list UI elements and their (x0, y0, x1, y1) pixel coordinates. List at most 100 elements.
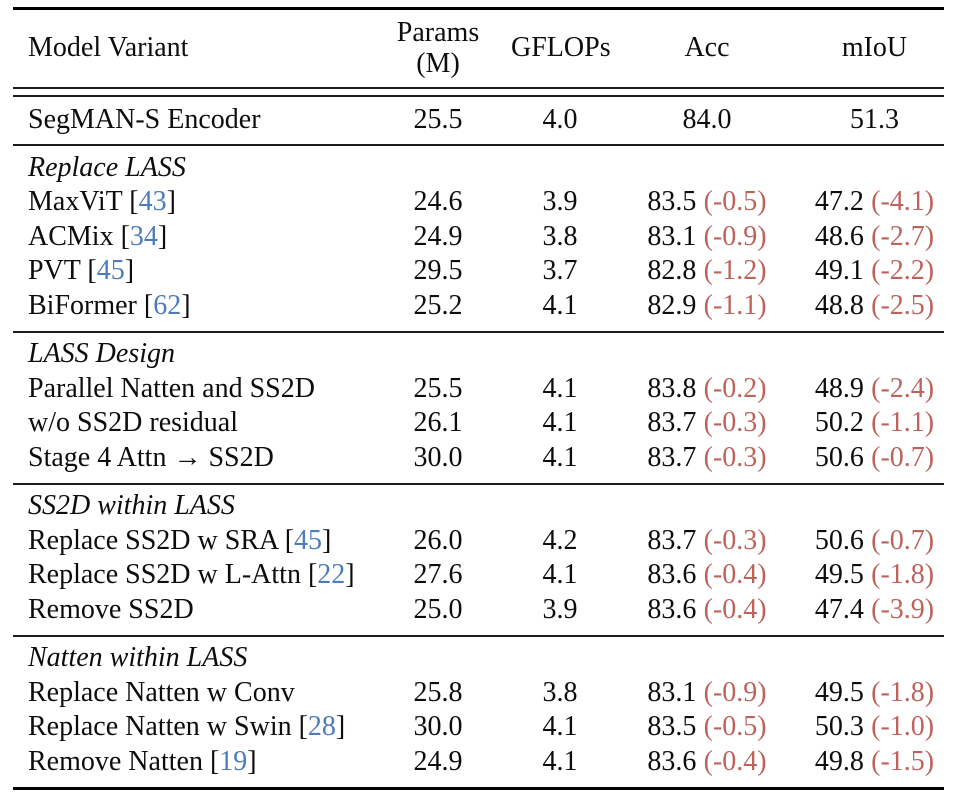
miou-delta: (-1.5) (871, 745, 935, 777)
cell-gflops: 4.1 (542, 372, 578, 404)
row-label-cell: BiFormer 62 (13, 289, 365, 322)
ablation-table: Model Variant Params (M) GFLOPs Acc mIoU … (13, 7, 944, 790)
cell-params: 27.6 (413, 559, 463, 591)
col-header-model-variant: Model Variant (28, 32, 189, 64)
acc-delta: (-0.9) (703, 676, 767, 708)
acc-delta: (-0.5) (703, 711, 767, 743)
acc-value: 83.7 (647, 407, 697, 439)
cell-acc: 83.1 (-0.9) (609, 676, 805, 709)
cell-miou: 50.6 (-0.7) (805, 441, 944, 474)
miou-delta: (-4.1) (871, 186, 935, 218)
cell-gflops: 3.8 (542, 676, 578, 708)
row-label-cell: Replace Natten w Conv (13, 677, 365, 709)
table-row: BiFormer6225.24.182.9(-1.1)48.8(-2.5) (13, 289, 944, 324)
acc-value: 83.6 (647, 559, 697, 591)
row-label: PVT (28, 255, 81, 287)
miou-delta: (-2.5) (871, 289, 935, 321)
cell-acc: 83.7 (-0.3) (609, 407, 805, 439)
citation-brackets: 45 (278, 525, 332, 556)
section-separator-rule (13, 482, 944, 485)
row-label-cell: Replace SS2D w L-Attn 22 (13, 559, 365, 591)
acc-delta: (-0.2) (703, 372, 767, 404)
row-label: Stage 4 Attn → SS2D (28, 441, 274, 473)
cell-acc: 83.6 (-0.4) (609, 746, 805, 778)
cell-params: 26.0 (413, 524, 463, 556)
cell-params: 25.8 (413, 676, 463, 708)
cell-miou: 49.1 (-2.2) (805, 255, 944, 287)
acc-value: 83.1 (647, 676, 697, 708)
table-sections: Replace LASSMaxViT4324.63.983.5(-0.5)47.… (13, 146, 944, 787)
miou-value: 48.6 (814, 220, 864, 252)
citation-brackets: 19 (203, 746, 257, 777)
miou-value: 49.8 (814, 745, 864, 777)
header-double-rule (13, 87, 944, 97)
cell-acc: 83.1 (-0.9) (609, 221, 805, 253)
citation-brackets: 28 (292, 711, 346, 742)
acc-value: 83.5 (647, 186, 697, 218)
section-separator-rule (13, 144, 944, 146)
table-bottom-rule (13, 786, 944, 790)
citation-ref[interactable]: 28 (307, 711, 336, 743)
cell-gflops: 4.1 (542, 711, 578, 743)
cell-gflops: 4.2 (542, 524, 578, 556)
table-row: Remove SS2D 25.0 3.9 83.6 (-0.4) 47.4 (-3.9) (13, 593, 944, 628)
cell-acc: 84.0 (682, 104, 732, 136)
citation-ref[interactable]: 34 (129, 220, 158, 252)
cell-params: 30.0 (413, 711, 463, 743)
acc-delta: (-0.3) (703, 524, 767, 556)
miou-value: 50.6 (814, 524, 864, 556)
cell-params: 25.2 (413, 289, 463, 321)
cell-miou: 48.8 (-2.5) (805, 289, 944, 322)
citation-brackets: 22 (301, 559, 355, 590)
table-section: Natten within LASS Replace Natten w Conv 2… (13, 637, 944, 787)
cell-gflops: 4.1 (542, 289, 578, 321)
acc-delta: (-0.4) (703, 593, 767, 625)
acc-delta: (-0.5) (703, 186, 767, 218)
table-row: Stage 4 Attn → SS2D 30.0 4.1 83.7 (-0.3) 50.6… (13, 441, 944, 476)
section-heading: Natten within LASS (28, 642, 248, 674)
citation-ref[interactable]: 43 (138, 186, 167, 218)
miou-value: 49.5 (814, 559, 864, 591)
miou-value: 50.6 (814, 441, 864, 473)
cell-params: 24.6 (413, 186, 463, 218)
row-label-cell: Remove SS2D (13, 594, 365, 626)
table-row: MaxViT4324.63.983.5(-0.5)47.2(-4.1) (13, 186, 944, 221)
table-row: PVT4529.53.782.8(-1.2)49.1(-2.2) (13, 255, 944, 290)
params-header-stack: Params (M) (397, 17, 479, 79)
row-label: w/o SS2D residual (28, 407, 238, 439)
miou-value: 49.1 (814, 255, 864, 287)
acc-value: 82.9 (647, 289, 697, 321)
double-rule-top-line (13, 87, 944, 89)
citation-ref[interactable]: 45 (294, 524, 323, 556)
miou-value: 48.9 (814, 372, 864, 404)
miou-value: 47.4 (814, 593, 864, 625)
cell-gflops: 3.9 (542, 186, 578, 218)
col-header-acc: Acc (684, 32, 730, 64)
row-label: Replace SS2D w L-Attn (28, 559, 301, 591)
row-label: Parallel Natten and SS2D (28, 372, 315, 404)
citation-ref[interactable]: 45 (96, 255, 125, 287)
table-row: Parallel Natten and SS2D 25.5 4.1 83.8 (-0.2… (13, 372, 944, 407)
cell-gflops: 4.1 (542, 407, 578, 439)
citation-ref[interactable]: 19 (219, 745, 248, 777)
table-row: ACMix3424.93.883.1(-0.9)48.6(-2.7) (13, 220, 944, 255)
table-row: Remove Natten1924.94.183.6(-0.4)49.8(-1.… (13, 745, 944, 780)
cell-params: 26.1 (413, 407, 463, 439)
cell-params: 24.9 (413, 220, 463, 252)
citation-ref[interactable]: 62 (153, 289, 182, 321)
row-label: BiFormer (28, 289, 137, 321)
miou-delta: (-1.0) (871, 711, 935, 743)
miou-delta: (-1.1) (871, 407, 935, 439)
cell-params: 25.0 (413, 593, 463, 625)
row-label-cell: PVT 45 (13, 255, 365, 287)
section-heading: LASS Design (28, 338, 175, 370)
table-section: Replace LASSMaxViT4324.63.983.5(-0.5)47.… (13, 146, 944, 331)
miou-delta: (-0.7) (871, 441, 935, 473)
section-heading-row: LASS Design (13, 338, 944, 373)
row-label-cell: Stage 4 Attn → SS2D (13, 441, 365, 474)
miou-value: 47.2 (814, 186, 864, 218)
cell-gflops: 3.8 (542, 220, 578, 252)
citation-ref[interactable]: 22 (317, 559, 346, 591)
row-label: Replace SS2D w SRA (28, 524, 278, 556)
